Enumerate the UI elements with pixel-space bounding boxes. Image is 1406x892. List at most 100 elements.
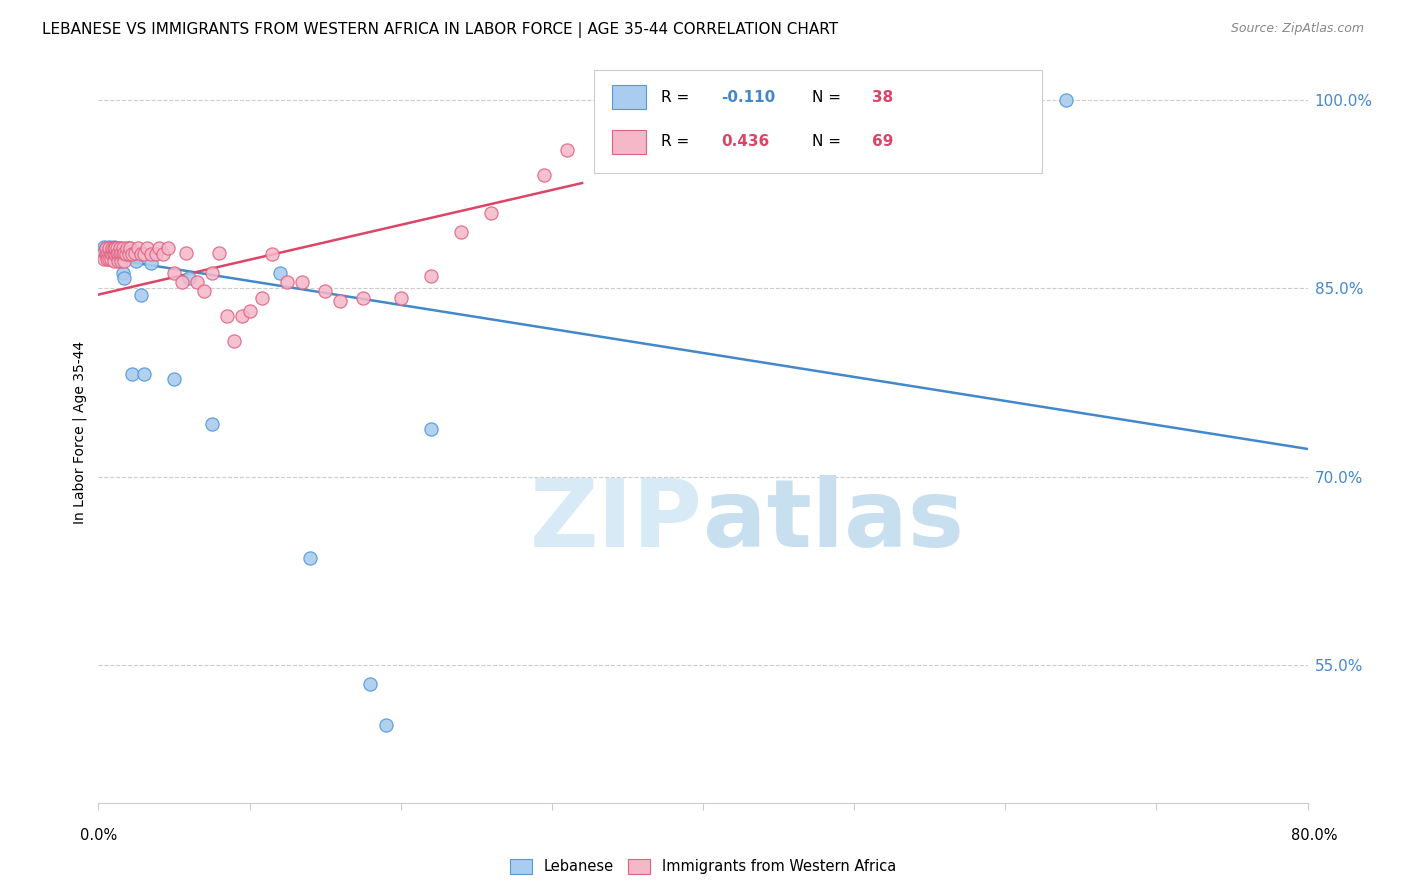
Point [120,241,142,255]
Point [93,240,115,254]
Point [105,241,128,255]
Point [174,246,197,260]
Point [118,247,141,261]
Point [107,246,129,260]
Point [98,240,121,254]
Point [533,169,555,183]
Point [127,241,149,255]
Text: N =: N = [811,134,845,149]
Point [108,247,131,261]
Point [94,241,117,255]
Point [98,252,121,267]
Text: 38: 38 [872,90,894,104]
Point [100,247,122,261]
Y-axis label: In Labor Force | Age 35-44: In Labor Force | Age 35-44 [73,341,87,524]
Point [314,284,336,298]
Text: N =: N = [811,90,845,104]
Point [114,247,136,261]
Point [91,247,114,261]
Point [100,252,122,267]
Point [112,253,135,268]
Point [179,271,201,285]
Point [276,275,298,289]
Point [208,246,231,260]
Point [110,246,132,260]
Point [111,266,134,280]
Point [107,253,129,268]
Point [103,253,125,268]
Point [170,275,193,289]
Point [101,241,124,255]
Point [103,241,125,255]
Point [121,247,143,261]
Point [163,266,186,280]
Point [108,241,131,255]
Point [224,334,246,348]
Point [94,246,117,260]
Point [132,247,155,261]
Text: -0.110: -0.110 [721,90,775,104]
Text: R =: R = [661,134,693,149]
Text: Source: ZipAtlas.com: Source: ZipAtlas.com [1230,22,1364,36]
Point [152,247,174,261]
Point [141,247,163,261]
Point [94,247,117,261]
Text: 0.436: 0.436 [721,134,769,149]
Text: atlas: atlas [703,475,965,567]
Point [111,247,134,261]
Text: 0.0%: 0.0% [80,829,117,843]
FancyBboxPatch shape [595,70,1042,174]
Point [389,291,412,305]
Point [360,676,382,690]
Point [239,304,262,318]
Point [420,422,443,436]
Point [124,246,146,260]
Point [135,241,157,255]
Point [103,246,125,260]
Point [450,225,472,239]
Point [105,247,128,261]
FancyBboxPatch shape [613,86,647,109]
Point [112,246,135,260]
Point [103,240,125,254]
Point [94,241,117,255]
Point [1054,93,1077,107]
Point [96,247,118,261]
Point [96,247,118,261]
Point [108,241,131,255]
Point [98,247,121,261]
Point [100,241,122,255]
Point [231,309,253,323]
Point [115,241,138,255]
Text: R =: R = [661,90,693,104]
Legend: Lebanese, Immigrants from Western Africa: Lebanese, Immigrants from Western Africa [505,853,901,880]
Point [100,247,122,261]
Point [101,247,124,261]
Point [118,241,141,255]
Point [98,247,121,261]
Point [299,551,322,566]
Point [93,247,115,261]
Point [96,252,118,267]
Point [110,253,132,268]
Point [145,247,167,261]
Point [129,247,152,261]
Point [555,143,578,157]
Point [125,253,148,268]
Point [481,206,503,220]
Point [420,268,443,283]
Point [269,266,291,280]
Text: ZIP: ZIP [530,475,703,567]
Point [201,417,224,431]
Text: 80.0%: 80.0% [1291,829,1339,843]
Point [107,246,129,260]
Point [110,246,132,260]
Point [129,287,152,301]
Point [201,266,224,280]
Point [101,241,124,255]
Text: 69: 69 [872,134,894,149]
Point [103,247,125,261]
Point [104,241,127,255]
Point [156,241,179,255]
Point [104,241,127,255]
